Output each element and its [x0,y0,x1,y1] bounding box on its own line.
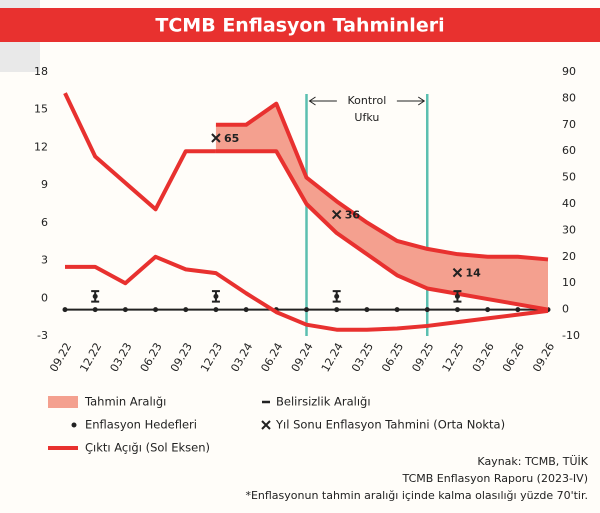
y2-tick-label: 80 [562,91,576,104]
legend-label: Tahmin Aralığı [84,395,166,409]
title-banner [0,8,600,42]
y-tick-label: 12 [34,140,48,153]
band-upper [215,101,549,262]
x-tick [213,307,219,313]
x-tick [153,307,159,313]
legend-swatch [261,420,271,430]
y-tick-label: 3 [41,254,48,267]
line [65,254,549,332]
x-tick [424,307,430,313]
chart-title: TCMB Enflasyon Tahminleri [155,15,444,37]
x-tick [334,307,340,313]
y2-tick-label: 50 [562,171,576,184]
arrow [396,96,426,106]
control-horizon-label: Kontrol [348,94,387,107]
target-dot [92,293,98,299]
y2-tick-label: 40 [562,197,576,210]
y2-tick-label: 0 [562,303,569,316]
year-end-marker [452,267,463,278]
y2-tick-label: 90 [562,65,576,78]
y2-tick-label: 60 [562,144,576,157]
data-label: 65 [224,132,239,145]
legend-swatch [71,422,77,428]
target-dot [213,293,219,299]
y-tick-label: -3 [37,329,48,342]
data-label: 14 [465,267,481,280]
x-tick [304,307,309,313]
y2-tick-label: 20 [562,250,576,263]
x-tick [394,307,400,313]
report: TCMB Enflasyon Raporu (2023-IV) [402,472,588,485]
source: Kaynak: TCMB, TÜİK [477,455,588,468]
x-tick [515,307,521,313]
arrow [308,96,337,106]
year-end-marker [331,209,342,220]
x-tick [364,307,370,313]
y-tick-label: 9 [41,178,48,191]
x-tick [485,307,491,313]
y2-tick-label: 10 [562,276,576,289]
legend-label: Belirsizlik Aralığı [276,395,371,409]
legend-swatch [48,396,78,408]
y-tick-label: 0 [41,291,48,304]
data-label: 36 [345,209,361,222]
x-tick [183,307,189,313]
forecast-band [215,103,548,310]
y2-tick-label: 70 [562,118,576,131]
control-horizon-label: Ufku [354,111,379,124]
x-tick [243,307,249,313]
y-tick-label: 15 [34,103,48,116]
y2-tick-label: 30 [562,223,576,236]
y-tick-label: 18 [34,65,48,78]
x-tick [122,307,128,313]
target-dot [454,293,460,299]
year-end-marker [211,133,221,143]
note: *Enflasyonun tahmin aralığı içinde kalma… [245,489,588,502]
legend-label: Enflasyon Hedefleri [85,418,197,432]
line [63,92,216,212]
y2-tick-label: -10 [562,329,580,342]
x-tick [62,307,68,313]
legend-label: Çıktı Açığı (Sol Eksen) [85,441,210,455]
x-tick [92,307,98,313]
y-tick-label: 6 [41,216,48,229]
legend-label: Yıl Sonu Enflasyon Tahmini (Orta Nokta) [275,418,505,432]
x-tick [454,307,460,313]
target-dot [334,293,340,299]
band-lower [215,149,549,312]
